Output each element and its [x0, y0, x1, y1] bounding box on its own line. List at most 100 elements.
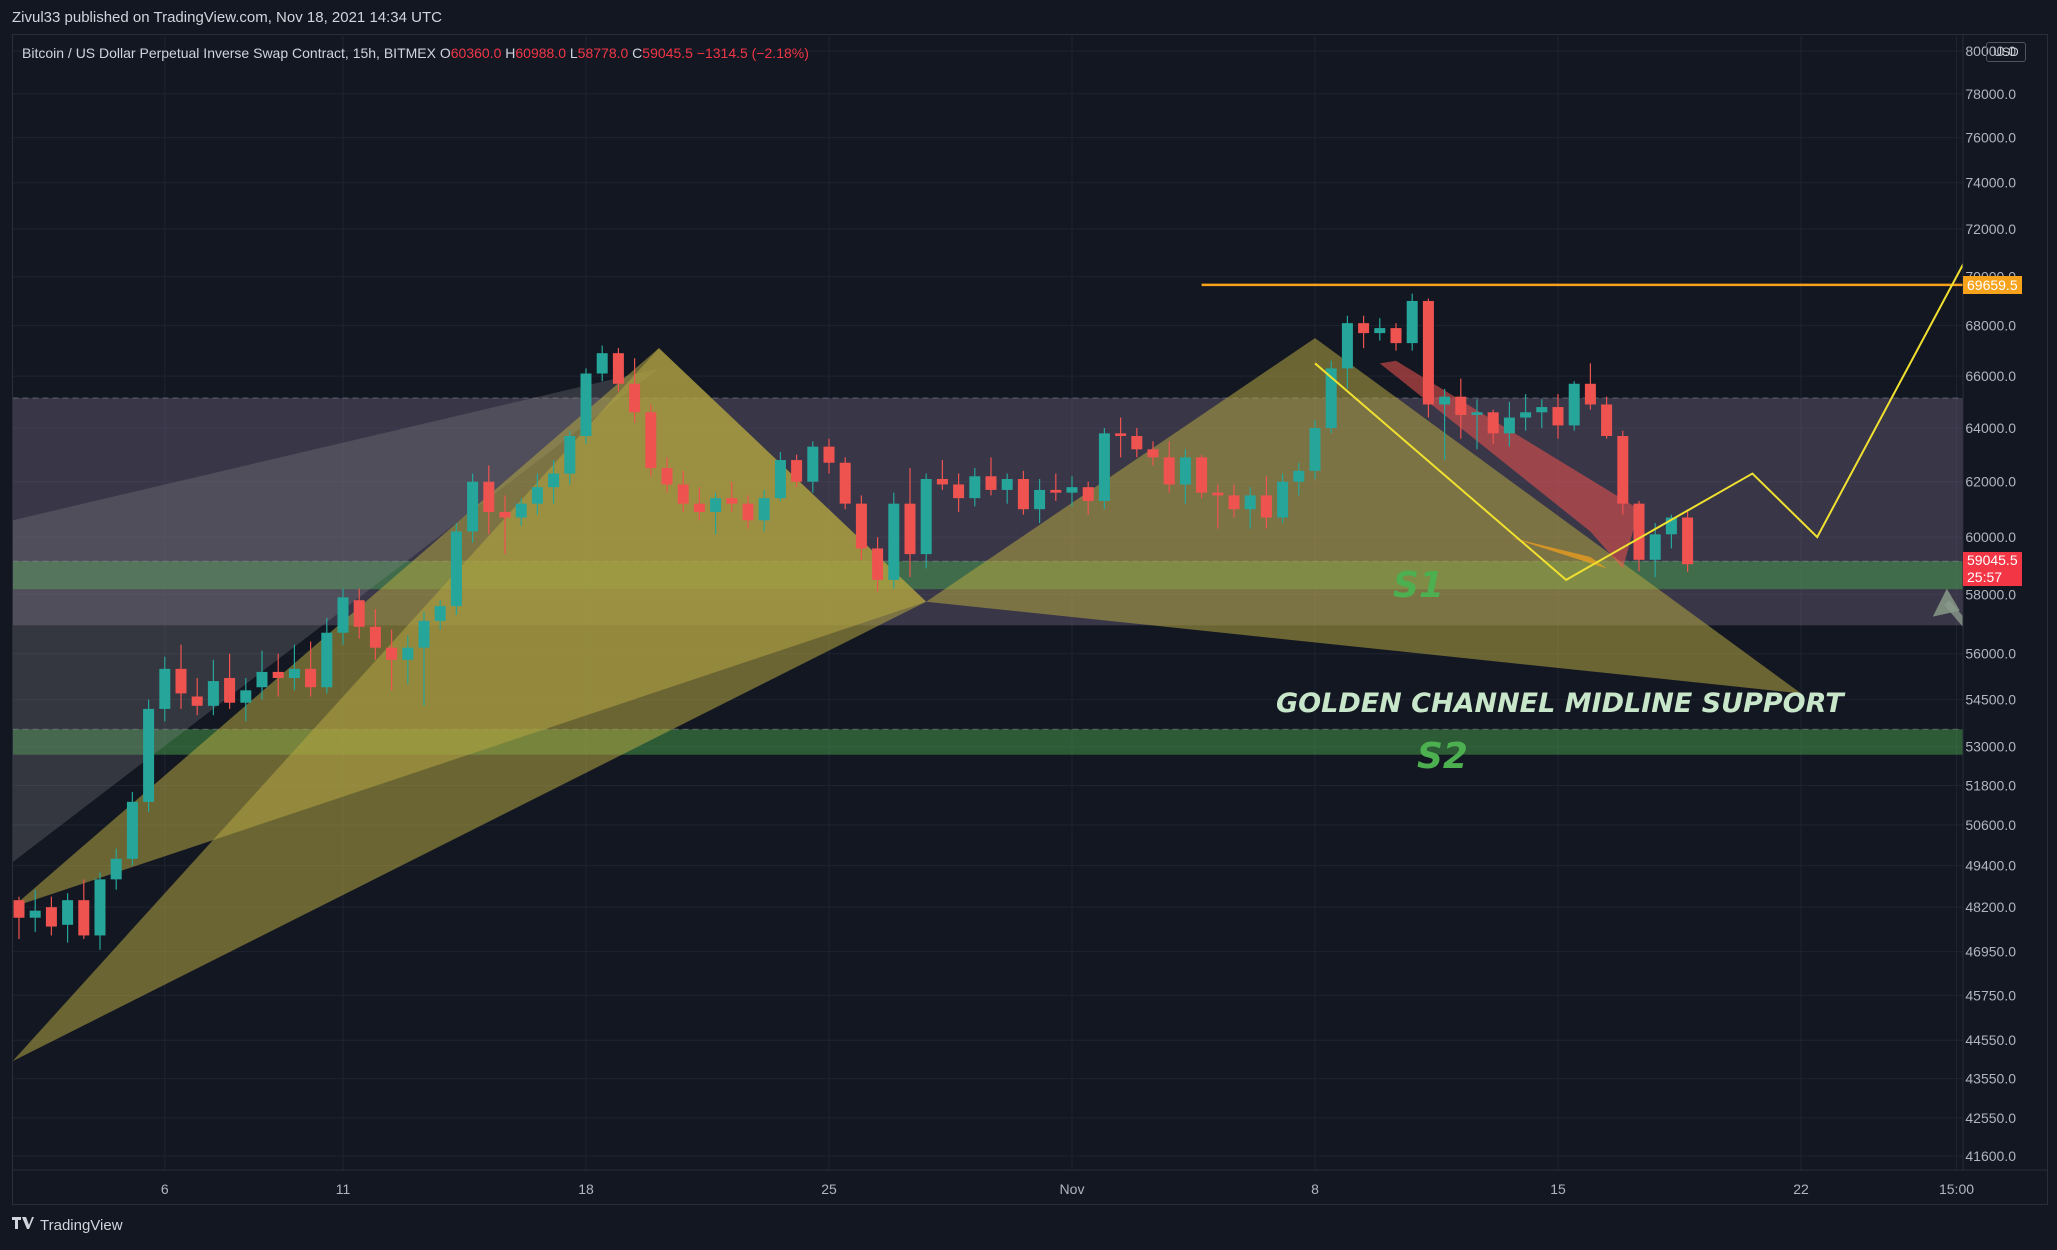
- label-midline-support: GOLDEN CHANNEL MIDLINE SUPPORT: [1276, 688, 1846, 719]
- grey-arrow-head: [1932, 588, 1960, 617]
- candle-body-58: [953, 484, 965, 499]
- candle-body-41: [677, 484, 689, 504]
- candle-body-5: [94, 879, 106, 936]
- tradingview-logo-icon: [12, 1216, 34, 1234]
- label-s1: S1: [1393, 565, 1444, 606]
- candle-body-92: [1503, 417, 1515, 434]
- candle-body-61: [1001, 478, 1013, 490]
- candle-body-85: [1390, 328, 1402, 344]
- y-tick-label: 64000.0: [1965, 420, 2016, 436]
- resistance-price-tag: 69659.5: [1963, 275, 2022, 294]
- y-tick-label: 58000.0: [1965, 586, 2016, 602]
- x-tick-label: 15: [1550, 1181, 1566, 1197]
- candle-body-20: [337, 597, 349, 633]
- y-tick-label: 72000.0: [1965, 221, 2016, 237]
- close-value: 59045.5: [642, 45, 693, 61]
- close-label: C: [632, 45, 643, 61]
- candle-body-88: [1439, 396, 1451, 405]
- candle-body-86: [1406, 300, 1418, 344]
- candle-body-57: [936, 478, 948, 485]
- y-tick-label: 66000.0: [1965, 368, 2016, 384]
- candle-body-13: [224, 678, 236, 703]
- candle-body-56: [920, 478, 932, 555]
- candle-body-44: [726, 498, 738, 504]
- candle-body-64: [1050, 489, 1062, 493]
- pattern-triangle-1: [13, 348, 927, 1061]
- x-tick-label: Nov: [1060, 1181, 1085, 1197]
- candle-body-6: [110, 858, 122, 880]
- candle-body-103: [1682, 517, 1694, 565]
- y-tick-label: 44550.0: [1965, 1032, 2016, 1048]
- open-value: 60360.0: [450, 45, 502, 61]
- candle-body-89: [1455, 396, 1467, 415]
- candle-body-83: [1358, 323, 1370, 334]
- chart-frame[interactable]: [12, 34, 2048, 1205]
- y-tick-label: 50600.0: [1965, 817, 2016, 833]
- y-tick-label: 54500.0: [1965, 692, 2016, 708]
- candle-body-95: [1552, 407, 1564, 426]
- candle-body-37: [612, 353, 624, 384]
- candle-body-101: [1649, 534, 1661, 560]
- candle-body-60: [985, 476, 997, 490]
- candle-body-94: [1536, 407, 1548, 413]
- y-tick-label: 43550.0: [1965, 1071, 2016, 1087]
- candle-body-16: [272, 671, 284, 679]
- orange-arrow-head: [1509, 537, 1607, 569]
- x-tick-label: 18: [578, 1181, 594, 1197]
- candle-body-26: [434, 606, 446, 621]
- candle-body-39: [645, 412, 657, 469]
- y-tick-label: 45750.0: [1965, 987, 2016, 1003]
- candle-body-102: [1665, 517, 1677, 535]
- candle-body-93: [1520, 412, 1532, 418]
- candle-body-19: [321, 632, 333, 688]
- bar-countdown: 25:57: [1967, 569, 2003, 586]
- candle-body-82: [1341, 323, 1353, 369]
- candle-body-87: [1422, 300, 1434, 405]
- candle-body-1: [29, 910, 41, 918]
- candle-body-22: [369, 626, 381, 648]
- candle-body-38: [629, 383, 641, 413]
- candle-body-91: [1487, 412, 1499, 434]
- candle-body-98: [1601, 404, 1613, 437]
- candle-body-97: [1584, 383, 1596, 405]
- candle-body-30: [499, 511, 511, 518]
- y-tick-label: 60000.0: [1965, 529, 2016, 545]
- candle-body-70: [1147, 449, 1159, 458]
- candle-body-49: [807, 446, 819, 482]
- x-tick-label: 25: [821, 1181, 837, 1197]
- candle-body-43: [710, 498, 722, 512]
- candle-body-10: [175, 668, 187, 694]
- x-tick-label: 11: [336, 1181, 351, 1197]
- candle-body-69: [1131, 436, 1143, 450]
- y-tick-label: 41600.0: [1965, 1148, 2016, 1164]
- candle-body-2: [45, 907, 57, 927]
- change-value: −1314.5 (−2.18%): [696, 45, 809, 61]
- candle-body-100: [1633, 503, 1645, 560]
- projection-path: [1314, 262, 1963, 582]
- tradingview-logo[interactable]: TradingView: [12, 1216, 123, 1234]
- candle-body-9: [159, 668, 171, 709]
- y-tick-label: 62000.0: [1965, 474, 2016, 490]
- label-s2: S2: [1417, 736, 1468, 777]
- x-tick-label: 8: [1311, 1181, 1319, 1197]
- y-tick-label: 80000.0: [1965, 43, 2016, 59]
- candle-body-29: [483, 481, 495, 512]
- candle-body-7: [126, 801, 138, 859]
- currency-selector[interactable]: USD: [1986, 42, 2026, 62]
- plot-area: S1 S2 GOLDEN CHANNEL MIDLINE SUPPORT: [13, 34, 1963, 1170]
- candle-body-47: [774, 460, 786, 499]
- candle-body-36: [596, 353, 608, 374]
- candle-body-81: [1325, 368, 1337, 429]
- low-label: L: [569, 45, 578, 61]
- candle-body-15: [256, 671, 268, 688]
- candle-body-62: [1017, 478, 1029, 510]
- candle-body-23: [386, 647, 398, 660]
- candle-body-40: [661, 468, 673, 485]
- candle-body-51: [839, 462, 851, 504]
- candle-body-12: [207, 681, 219, 706]
- y-tick-label: 46950.0: [1965, 944, 2016, 960]
- y-tick-label: 49400.0: [1965, 858, 2016, 874]
- publish-info: Zivul33 published on TradingView.com, No…: [12, 9, 442, 26]
- candle-body-65: [1066, 487, 1078, 493]
